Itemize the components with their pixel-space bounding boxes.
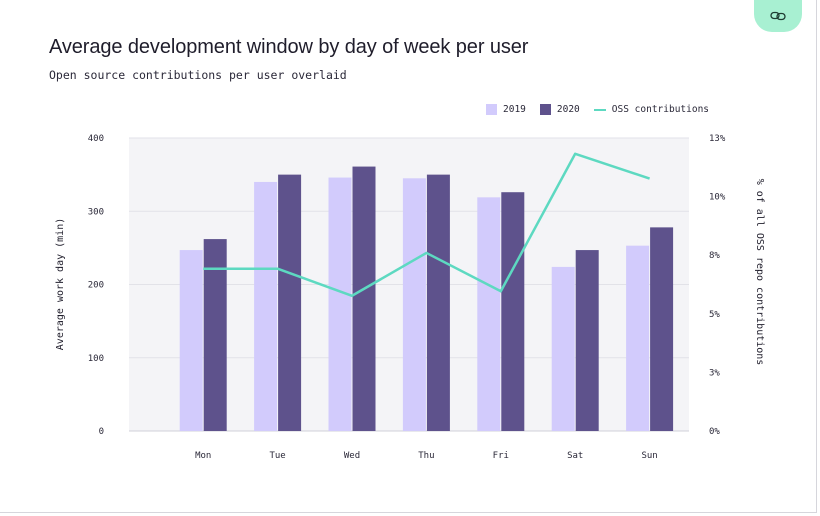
legend-label-2020: 2020 xyxy=(556,104,580,115)
bar-2019-thu xyxy=(402,178,426,431)
bar-2019-wed xyxy=(328,177,352,431)
y2-axis-label: % of all OSS repo contributions xyxy=(754,179,765,366)
y-tick-label: 300 xyxy=(88,207,104,217)
bar-2020-wed xyxy=(352,166,376,431)
page-subtitle: Open source contributions per user overl… xyxy=(49,68,347,82)
y-tick-label: 100 xyxy=(88,354,104,364)
bar-2020-thu xyxy=(426,174,450,431)
bar-2019-fri xyxy=(477,197,501,431)
legend-item-2019: 2019 xyxy=(486,104,526,115)
bar-2019-sun xyxy=(626,245,650,431)
x-tick-label: Sun xyxy=(641,451,657,461)
legend-item-oss: OSS contributions xyxy=(593,104,710,115)
y2-tick-label: 8% xyxy=(709,251,720,261)
y2-tick-label: 3% xyxy=(709,368,720,378)
page-title: Average development window by day of wee… xyxy=(49,36,529,58)
y-tick-label: 400 xyxy=(88,134,104,144)
link-icon xyxy=(770,11,786,21)
x-tick-label: Fri xyxy=(493,451,509,461)
legend-item-2020: 2020 xyxy=(539,104,580,115)
bar-2020-tue xyxy=(278,174,302,431)
y-tick-label: 200 xyxy=(88,281,104,291)
bar-2019-tue xyxy=(254,181,278,431)
legend-label-2019: 2019 xyxy=(503,104,526,115)
bar-2020-fri xyxy=(501,192,525,431)
x-tick-label: Thu xyxy=(418,451,434,461)
bar-2020-mon xyxy=(203,239,227,431)
bar-2020-sat xyxy=(575,250,599,431)
x-tick-label: Mon xyxy=(195,451,211,461)
legend-label-oss: OSS contributions xyxy=(611,104,710,115)
y2-tick-label: 13% xyxy=(709,134,726,144)
copy-link-button[interactable] xyxy=(754,0,802,32)
y2-tick-label: 0% xyxy=(709,427,720,437)
legend-swatch-oss xyxy=(593,108,606,111)
x-tick-label: Sat xyxy=(567,451,583,461)
x-tick-label: Wed xyxy=(344,451,360,461)
y2-tick-label: 5% xyxy=(709,310,720,320)
legend-swatch-2020 xyxy=(539,104,551,115)
y-axis-label: Average work day (min) xyxy=(55,218,66,350)
y-tick-label: 0 xyxy=(99,427,104,437)
legend-swatch-2019 xyxy=(486,104,497,115)
oss-contributions-line xyxy=(203,152,650,298)
bar-2019-mon xyxy=(179,250,203,431)
bar-2019-sat xyxy=(551,266,575,431)
chart-legend: 2019 2020 OSS contributions xyxy=(486,104,709,115)
bar-2020-sun xyxy=(650,227,674,431)
y2-tick-label: 10% xyxy=(709,193,726,203)
x-tick-label: Tue xyxy=(269,451,285,461)
